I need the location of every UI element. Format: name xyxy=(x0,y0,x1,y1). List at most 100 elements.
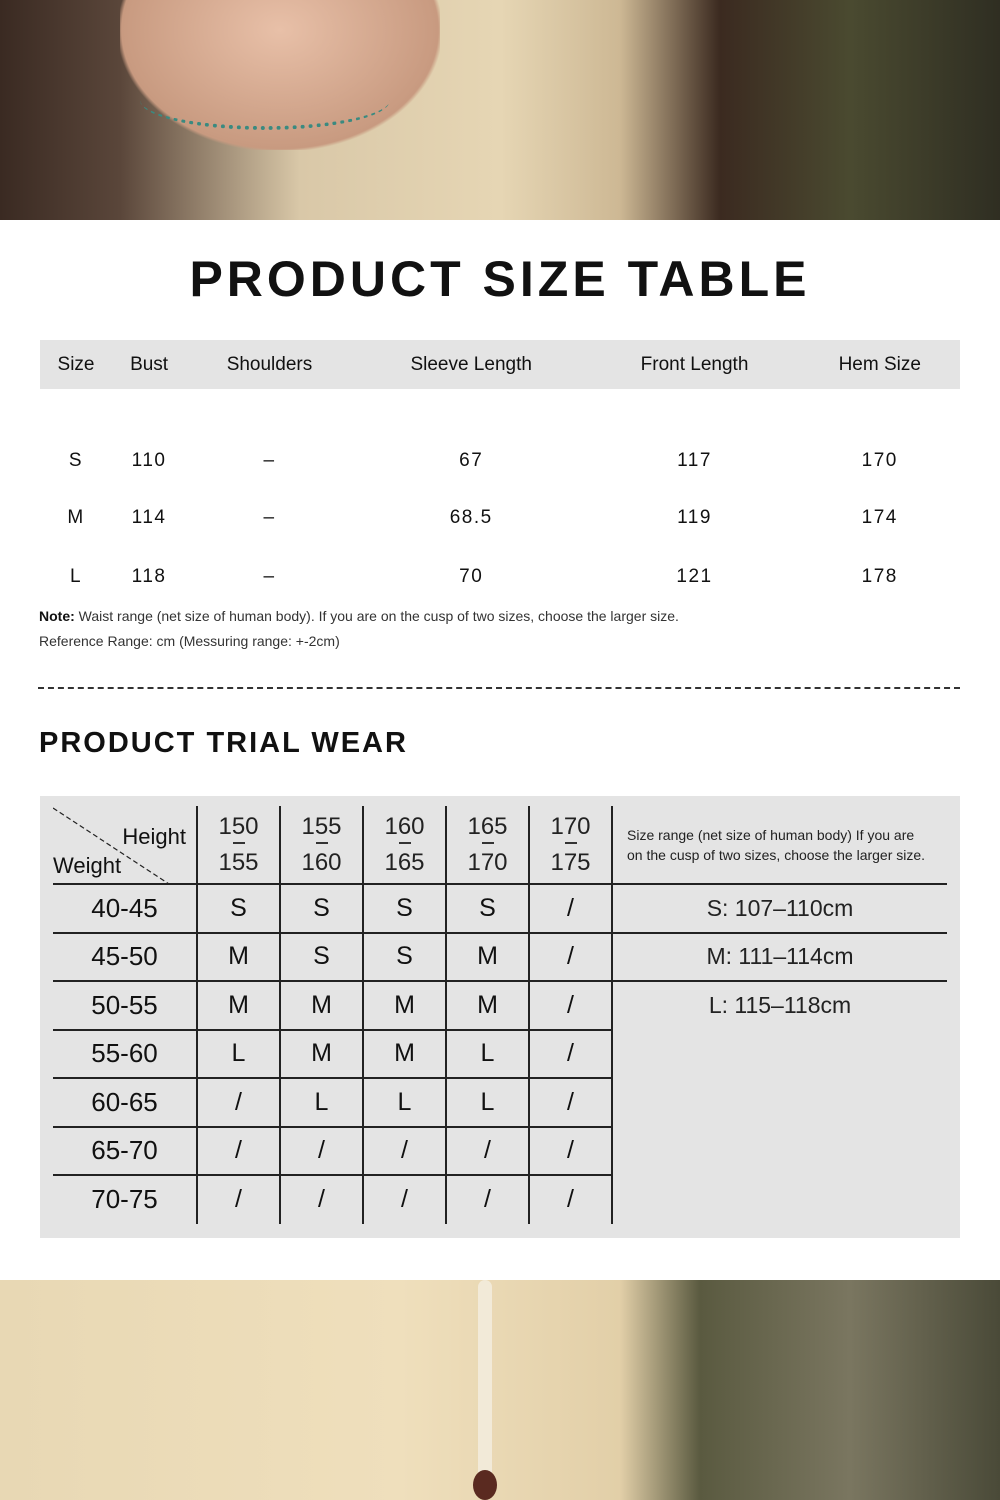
weight-range: 55-60 xyxy=(53,1029,197,1079)
table-cell: 67 xyxy=(459,450,484,471)
size-cell: M xyxy=(362,1029,446,1079)
size-cell: L xyxy=(445,1029,529,1079)
trial-wear-table: Height Weight 150 155 155 160 160 165 165 170 170 1… xyxy=(53,806,947,1224)
height-range: 155 160 xyxy=(279,806,363,885)
column-header: Size xyxy=(40,340,113,389)
height-to: 160 xyxy=(301,849,342,876)
table-cell: 110 xyxy=(131,450,167,471)
weight-range: 50-55 xyxy=(53,981,197,1031)
range-dash xyxy=(398,842,411,844)
table-cell: 114 xyxy=(131,507,167,529)
column-header: Shoulders xyxy=(186,340,353,389)
bead-image xyxy=(473,1470,497,1500)
table-cell: 178 xyxy=(861,565,898,587)
note-text: Waist range (net size of human body). If… xyxy=(78,608,679,624)
size-cell: / xyxy=(528,1175,612,1224)
table-cell: S xyxy=(68,450,84,471)
table-cell: 121 xyxy=(676,565,713,587)
range-dash xyxy=(481,842,494,844)
weight-label: Weight xyxy=(53,853,122,878)
size-cell: / xyxy=(528,884,612,934)
size-cell: / xyxy=(196,1078,280,1128)
size-cell: M xyxy=(196,932,280,982)
column-header: Bust xyxy=(112,340,187,389)
reference-range: Reference Range: cm (Messuring range: +-… xyxy=(39,633,340,649)
size-cell: S xyxy=(362,932,446,982)
weight-range: 65-70 xyxy=(53,1126,197,1176)
size-cell: S xyxy=(445,884,529,934)
height-weight-header: Height Weight xyxy=(53,806,197,885)
table-cell: 117 xyxy=(677,450,712,471)
weight-row: 55-60 L M M L / xyxy=(53,1029,947,1079)
size-cell: L xyxy=(196,1029,280,1079)
size-cell: / xyxy=(279,1126,363,1176)
size-cell: / xyxy=(528,932,612,982)
section-title: PRODUCT TRIAL WEAR xyxy=(39,727,408,759)
table-row: L 118 – 70 121 178 xyxy=(40,548,960,607)
range-cell: M: 111–114cm xyxy=(611,932,947,982)
height-range: 150 155 xyxy=(196,806,280,885)
size-cell: L xyxy=(279,1078,363,1128)
table-cell: L xyxy=(69,565,83,587)
page-title: PRODUCT SIZE TABLE xyxy=(189,251,811,307)
height-from: 150 xyxy=(218,813,259,840)
size-cell: / xyxy=(528,1029,612,1079)
table-cell: 174 xyxy=(861,507,898,529)
weight-range: 40-45 xyxy=(53,884,197,934)
table-cell: 70 xyxy=(459,565,484,587)
weight-row: 40-45 S S S S / S: 107–110cm xyxy=(53,884,947,934)
weight-range: 70-75 xyxy=(91,1184,158,1215)
height-range: 165 170 xyxy=(445,806,529,885)
weight-row: 65-70// / / / xyxy=(53,1126,947,1176)
size-cell: / xyxy=(362,1175,446,1224)
height-from: 155 xyxy=(301,813,342,840)
height-to: 165 xyxy=(384,849,425,876)
size-note: Note: Waist range (net size of human bod… xyxy=(39,604,679,654)
height-from: 170 xyxy=(550,813,591,840)
weight-row: 70-75// / / / xyxy=(53,1175,947,1224)
size-cell: / xyxy=(196,1126,280,1176)
size-cell: / xyxy=(445,1175,529,1224)
model-photo-top xyxy=(0,0,1000,220)
table-cell: M xyxy=(67,507,85,529)
drawstring-image xyxy=(478,1280,492,1480)
table-cell: – xyxy=(263,450,276,471)
size-cell: M xyxy=(445,932,529,982)
table-cell: 119 xyxy=(677,507,712,529)
size-cell: S xyxy=(362,884,446,934)
size-cell: S xyxy=(196,884,280,934)
table-cell: – xyxy=(263,565,276,587)
height-to: 170 xyxy=(467,849,508,876)
range-cell: S: 107–110cm xyxy=(611,884,947,934)
size-cell: M xyxy=(196,981,280,1031)
model-photo-bottom xyxy=(0,1280,1000,1500)
table-cell: 170 xyxy=(861,450,898,471)
range-dash xyxy=(315,842,328,844)
necklace-image xyxy=(140,70,390,130)
size-cell: / xyxy=(196,1175,280,1224)
column-header: Sleeve Length xyxy=(352,340,590,389)
note-label: Note: xyxy=(39,608,75,624)
size-cell: / xyxy=(528,1078,612,1128)
weight-range: 45-50 xyxy=(53,932,197,982)
height-label: Height xyxy=(122,824,186,849)
table-cell: 68.5 xyxy=(449,507,493,529)
size-cell: / xyxy=(528,1126,612,1176)
range-dash xyxy=(564,842,577,844)
weight-row: 45-50 M S S M / M: 111–114cm xyxy=(53,932,947,982)
size-cell: M xyxy=(445,981,529,1031)
range-cell: L: 115–118cm xyxy=(611,981,947,1224)
height-from: 165 xyxy=(467,813,508,840)
size-range-note: Size range (net size of human body) If y… xyxy=(611,806,947,885)
size-cell: L xyxy=(445,1078,529,1128)
height-range: 160 165 xyxy=(362,806,446,885)
height-to: 175 xyxy=(550,849,591,876)
height-from: 160 xyxy=(384,813,425,840)
range-dash xyxy=(232,842,245,844)
size-cell: / xyxy=(279,1175,363,1224)
weight-range: 60-65 xyxy=(53,1078,197,1128)
dashed-divider xyxy=(38,687,960,689)
size-cell: M xyxy=(362,981,446,1031)
size-cell: / xyxy=(528,981,612,1031)
size-cell: / xyxy=(362,1126,446,1176)
